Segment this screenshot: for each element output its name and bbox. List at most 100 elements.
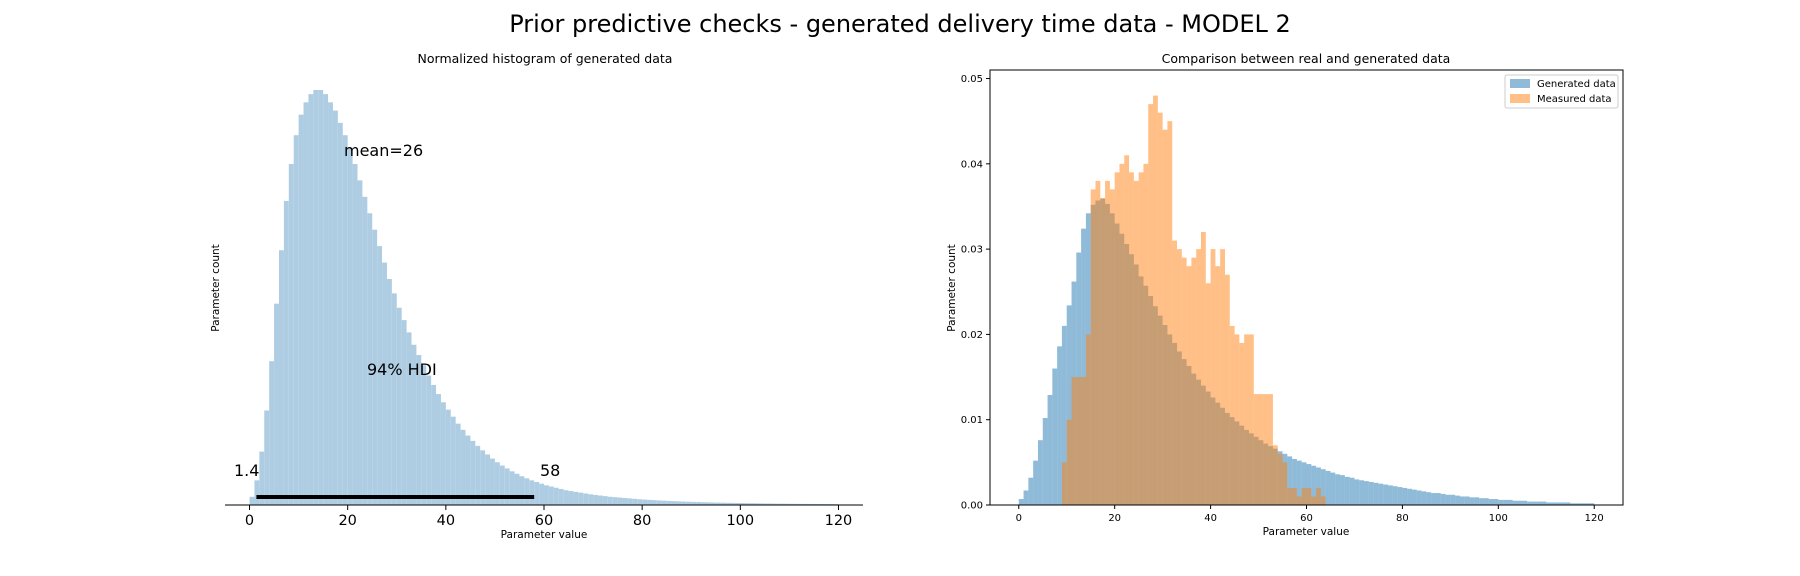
right-y-tick-label: 0.04 <box>961 159 983 170</box>
left-histogram-bar <box>514 473 520 505</box>
measured-data-bar <box>1153 95 1158 506</box>
generated-data-bar <box>1469 497 1475 505</box>
mean-annotation: mean=26 <box>344 141 423 160</box>
left-histogram-bar <box>313 90 319 505</box>
generated-data-bar <box>1498 499 1504 505</box>
generated-data-bar <box>1316 467 1321 505</box>
left-histogram-bar <box>332 110 338 505</box>
left-histogram-bar <box>431 385 437 505</box>
left-histogram-bar <box>661 500 667 505</box>
left-histogram-bar <box>705 502 711 505</box>
measured-data-bar <box>1071 377 1077 505</box>
left-histogram-bar <box>769 503 775 505</box>
generated-data-bar <box>1575 503 1580 505</box>
measured-data-bar <box>1224 274 1230 505</box>
generated-data-bar <box>1464 496 1470 505</box>
left-histogram-bar <box>342 135 348 506</box>
left-histogram-bar <box>602 496 608 505</box>
left-histogram-bar <box>323 94 329 505</box>
generated-data-bar <box>1378 483 1384 505</box>
left-histogram-bar <box>264 410 270 505</box>
measured-data-bar <box>1148 104 1154 505</box>
generated-data-bar <box>1512 500 1518 505</box>
left-histogram-bar <box>701 502 706 505</box>
generated-data-bar <box>1551 502 1556 505</box>
left-histogram-bar <box>627 498 633 505</box>
generated-data-bar <box>1340 475 1345 505</box>
left-histogram-bar <box>578 492 584 505</box>
measured-data-bar <box>1311 496 1317 505</box>
generated-data-bar <box>1584 503 1590 505</box>
left-histogram-bar <box>794 503 800 505</box>
hdi-low-label: 1.4 <box>234 461 259 480</box>
left-histogram-bar <box>436 394 441 505</box>
measured-data-bar <box>1177 249 1182 505</box>
left-histogram-bar <box>622 498 628 505</box>
generated-data-bar <box>1560 502 1566 505</box>
measured-data-bar <box>1138 172 1144 505</box>
left-histogram-bar <box>755 503 760 505</box>
left-histogram-bar <box>607 496 613 505</box>
measured-data-bar <box>1095 180 1101 505</box>
left-histogram-bar <box>666 500 672 505</box>
generated-data-bar <box>1392 486 1398 505</box>
left-histogram-bar <box>450 416 456 505</box>
left-histogram-bar <box>367 213 373 505</box>
right-y-ticks: 0.00 0.01 0.02 0.03 0.04 0.05 <box>961 74 990 512</box>
right-chart-title: Comparison between real and generated da… <box>1162 51 1451 66</box>
left-histogram-bar <box>647 499 652 505</box>
generated-data-bar <box>1555 502 1561 505</box>
measured-data-bars <box>1061 95 1326 506</box>
left-x-tick-label: 80 <box>633 513 651 529</box>
left-histogram-bar <box>347 147 353 505</box>
left-histogram-bar <box>759 503 765 505</box>
generated-data-bar <box>1479 498 1484 505</box>
generated-data-bar <box>1455 495 1460 505</box>
left-histogram-bar <box>318 90 324 505</box>
generated-data-bar <box>1426 492 1432 505</box>
generated-data-bar <box>1081 228 1086 505</box>
left-histogram-bar <box>401 320 407 505</box>
measured-data-bar <box>1229 325 1235 505</box>
generated-data-bar <box>1541 501 1547 505</box>
left-histogram-bar <box>583 493 589 505</box>
measured-data-bar <box>1244 334 1249 505</box>
left-histogram-bar <box>470 440 476 505</box>
measured-data-bar <box>1248 334 1254 505</box>
generated-data-bar <box>1033 460 1038 505</box>
measured-data-bar <box>1220 249 1225 505</box>
generated-data-bar <box>1368 481 1374 505</box>
right-y-axis-label: Parameter count <box>946 244 958 332</box>
left-histogram-bar <box>278 250 284 505</box>
left-histogram-bars <box>249 90 839 506</box>
left-x-tick-label: 20 <box>338 513 356 529</box>
generated-data-bar <box>1507 499 1513 505</box>
measured-data-bar <box>1114 172 1120 505</box>
measured-data-bar <box>1205 283 1211 505</box>
left-histogram-bar <box>799 503 805 505</box>
left-x-ticks: 0 20 40 60 80 100 120 <box>245 505 852 529</box>
measured-data-bar <box>1133 180 1139 505</box>
left-x-tick-label: 40 <box>437 513 455 529</box>
generated-data-bar <box>1047 394 1053 505</box>
right-y-tick-label: 0.03 <box>961 245 983 256</box>
left-histogram-bar <box>494 462 500 505</box>
measured-data-bar <box>1234 334 1240 505</box>
left-x-tick-label: 0 <box>245 513 254 529</box>
generated-data-bar <box>1397 487 1403 505</box>
legend-swatch-measured <box>1510 94 1530 103</box>
left-histogram-bar <box>377 246 383 505</box>
left-histogram-bar <box>696 502 702 505</box>
hdi-annotation: 94% HDI <box>367 360 437 379</box>
left-histogram-bar <box>789 503 795 505</box>
generated-data-bar <box>1416 490 1422 505</box>
generated-data-bar <box>1570 503 1576 505</box>
measured-data-bar <box>1191 257 1197 505</box>
legend-swatch-generated <box>1510 79 1530 88</box>
measured-data-bar <box>1287 487 1293 505</box>
measured-data-bar <box>1301 487 1307 505</box>
generated-data-bar <box>1445 494 1451 505</box>
measured-data-bar <box>1124 155 1130 505</box>
generated-data-bar <box>1373 482 1379 505</box>
left-histogram-bar <box>386 279 392 505</box>
